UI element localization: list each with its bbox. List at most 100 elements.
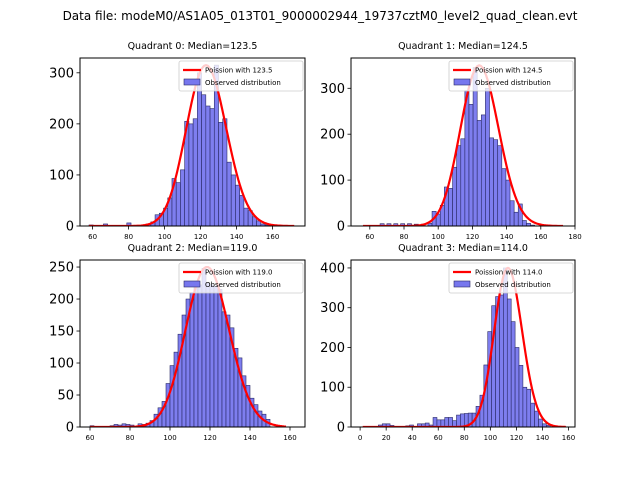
histogram-bar <box>175 182 181 226</box>
histogram-bar <box>493 139 499 226</box>
x-tick-label: 60 <box>88 233 97 241</box>
histogram-bar <box>444 417 449 427</box>
histogram-bar <box>530 402 535 427</box>
legend-box <box>448 262 574 294</box>
figure-suptitle: Data file: modeM0/AS1A05_013T01_90000029… <box>63 9 578 23</box>
legend-label-poisson: Poission with 123.5 <box>205 67 273 75</box>
y-tick-label: 100 <box>49 168 74 183</box>
histogram-bar <box>506 298 512 427</box>
histogram-bar <box>221 311 227 427</box>
histogram-bar <box>452 166 457 226</box>
histogram-bar <box>213 285 219 427</box>
x-tick-label: 40 <box>408 434 417 442</box>
y-tick-label: 0 <box>66 421 74 436</box>
x-tick-label: 140 <box>500 233 513 241</box>
quadrant-2-title: Quadrant 2: Median=119.0 <box>128 243 258 254</box>
histogram-bar <box>189 292 195 427</box>
histogram-bar <box>197 284 203 427</box>
legend-label-observed: Observed distribution <box>475 281 551 289</box>
x-tick-label: 80 <box>460 434 469 442</box>
y-tick-label: 150 <box>49 325 74 340</box>
y-tick-label: 200 <box>320 341 345 356</box>
x-tick-label: 160 <box>283 434 296 442</box>
histogram-bar <box>476 120 482 226</box>
legend: Poission with 119.0 Observed distribution <box>178 262 304 294</box>
histogram-bar <box>432 417 438 427</box>
x-tick-label: 160 <box>266 233 279 241</box>
y-tick-label: 0 <box>337 421 345 436</box>
legend-box <box>178 262 304 294</box>
x-tick-label: 180 <box>568 233 581 241</box>
quadrant-0-panel: Quadrant 0: Median=123.5 0 100 200 300 60 80 10… <box>49 41 306 241</box>
x-tick-label: 140 <box>243 434 256 442</box>
x-tick-label: 120 <box>510 434 523 442</box>
y-tick-label: 100 <box>320 174 345 189</box>
legend-label-poisson: Poission with 114.0 <box>475 269 543 277</box>
histogram-bar <box>497 145 503 226</box>
histogram-bar <box>464 90 470 226</box>
histogram-bar <box>505 179 511 226</box>
histogram-bar <box>514 347 520 427</box>
histogram-bar <box>393 223 399 226</box>
x-tick-label: 120 <box>194 233 207 241</box>
x-tick-label: 60 <box>434 434 443 442</box>
x-tick-label: 140 <box>536 434 549 442</box>
histogram-bar <box>456 145 462 226</box>
histogram-bar <box>239 195 245 226</box>
y-tick-label: 200 <box>49 293 74 308</box>
y-tick-label: 300 <box>320 82 345 97</box>
legend-label-observed: Observed distribution <box>205 281 281 289</box>
x-tick-label: 100 <box>163 434 176 442</box>
histogram-bar <box>460 413 465 427</box>
histogram-bar <box>192 118 198 226</box>
histogram-bar <box>460 138 466 226</box>
histogram-bar <box>400 223 405 226</box>
y-tick-label: 200 <box>49 117 74 132</box>
histogram-bar <box>165 383 171 427</box>
x-tick-label: 60 <box>86 434 95 442</box>
histogram-bar <box>386 223 392 226</box>
x-tick-label: 0 <box>358 434 362 442</box>
histogram-bar <box>201 94 207 226</box>
histogram-bar <box>222 118 228 226</box>
x-tick-label: 100 <box>158 233 171 241</box>
legend: Poission with 123.5 Observed distribution <box>178 60 304 92</box>
histogram-bar <box>448 417 453 427</box>
quadrant-3-panel: Quadrant 3: Median=114.0 0 100 200 300 400 0 20… <box>320 243 576 442</box>
histogram-bar <box>468 104 474 226</box>
quadrant-1-panel: Quadrant 1: Median=124.5 0 100 200 300 60 80 10… <box>320 41 582 241</box>
histogram-bar <box>209 284 215 427</box>
legend-label-poisson: Poission with 124.5 <box>475 67 543 75</box>
y-tick-label: 0 <box>66 220 74 235</box>
histogram-bar <box>209 108 215 226</box>
histogram-bar <box>205 282 211 427</box>
histogram-bar <box>169 365 175 427</box>
x-tick-label: 80 <box>400 233 409 241</box>
histogram-bar <box>188 123 194 226</box>
x-tick-label: 120 <box>203 434 216 442</box>
legend-bar-swatch <box>453 78 471 86</box>
quadrant-0-title: Quadrant 0: Median=123.5 <box>128 41 258 52</box>
legend-box <box>448 60 574 92</box>
histogram-bar <box>510 321 516 427</box>
histogram-bar <box>480 114 486 226</box>
histogram-bar <box>526 388 532 427</box>
histogram-bar <box>193 284 199 427</box>
x-tick-label: 100 <box>484 434 497 442</box>
histogram-bar <box>197 72 202 226</box>
y-tick-label: 300 <box>320 301 345 316</box>
histogram-bar <box>205 105 211 226</box>
x-tick-label: 20 <box>382 434 391 442</box>
x-tick-label: 80 <box>126 434 135 442</box>
histogram-bar <box>456 414 461 427</box>
y-tick-label: 250 <box>49 261 74 276</box>
histogram-bar <box>499 294 504 427</box>
quadrant-3-title: Quadrant 3: Median=114.0 <box>398 243 528 254</box>
axes-frame <box>79 259 306 428</box>
quadrant-0-plot-area <box>88 64 295 226</box>
histogram-bar <box>538 418 543 427</box>
y-tick-label: 400 <box>320 261 345 276</box>
x-tick-label: 100 <box>432 233 445 241</box>
histogram-bar <box>180 169 185 226</box>
